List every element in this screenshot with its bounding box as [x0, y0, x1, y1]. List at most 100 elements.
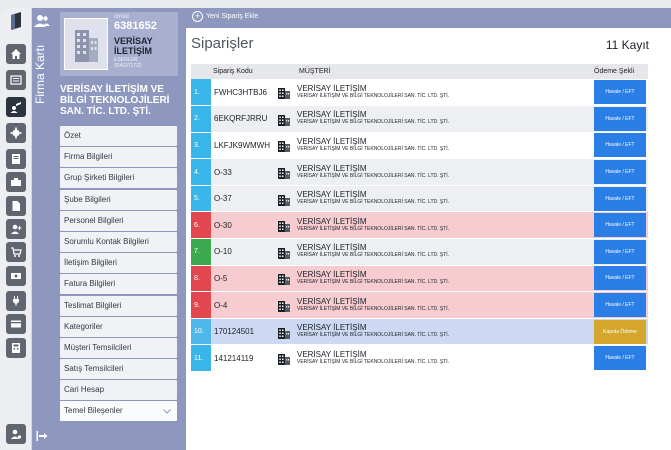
- menu-item-sorumlu-kontak[interactable]: Sorumlu Kontak Bilgileri: [60, 231, 177, 252]
- customer-cell[interactable]: VERİSAY İLETİŞİM VERİSAY İLETİŞİM VE BİLG…: [297, 79, 592, 107]
- vertical-title-strip: Firma Kartı: [32, 8, 52, 450]
- order-code[interactable]: O-10: [211, 238, 275, 266]
- contacts-icon[interactable]: [6, 97, 26, 117]
- customer-icon-cell: [275, 291, 297, 319]
- menu-item-teslimat[interactable]: Teslimat Bilgileri: [60, 295, 177, 316]
- cart-icon[interactable]: [6, 242, 26, 262]
- row-index: 8.: [191, 265, 211, 293]
- table-row[interactable]: 9. O-4 VERİSAY İLETİŞİM VERİSAY İLETİŞİM VE…: [191, 291, 648, 319]
- table-row[interactable]: 4. O-33 VERİSAY İLETİŞİM VERİSAY İLETİŞİM V…: [191, 158, 648, 186]
- menu-item-cari-hesap[interactable]: Cari Hesap: [60, 380, 177, 401]
- cash-icon[interactable]: [6, 266, 26, 286]
- customer-cell[interactable]: VERİSAY İLETİŞİM VERİSAY İLETİŞİM VE BİLG…: [297, 265, 592, 293]
- customer-cell[interactable]: VERİSAY İLETİŞİM VERİSAY İLETİŞİM VE BİLG…: [297, 344, 592, 373]
- order-code[interactable]: O-33: [211, 158, 275, 186]
- table-row[interactable]: 3. LKFJK9WMWH VERİSAY İLETİŞİM VERİSAY İLET…: [191, 132, 648, 160]
- table-row[interactable]: 11. 141214119 VERİSAY İLETİŞİM VERİSAY İLET…: [191, 344, 648, 373]
- payment-method-badge[interactable]: Havale / EFT: [594, 293, 646, 318]
- logout-icon[interactable]: [36, 430, 48, 442]
- payment-method-badge[interactable]: Havale / EFT: [594, 133, 646, 158]
- order-code[interactable]: O-4: [211, 291, 275, 319]
- table-row[interactable]: 2. 6EKQRFJRRU VERİSAY İLETİŞİM VERİSAY İLET…: [191, 105, 648, 133]
- menu-item-satis-temsilcileri[interactable]: Satış Temsilcileri: [60, 359, 177, 380]
- company-short-name-1: VERİSAY: [114, 36, 153, 46]
- payment-cell: Havale / EFT: [592, 238, 648, 266]
- company-id-label: crmid: [114, 14, 129, 20]
- gear-icon[interactable]: [6, 123, 26, 143]
- order-code[interactable]: O-5: [211, 265, 275, 293]
- table-row[interactable]: 8. O-5 VERİSAY İLETİŞİM VERİSAY İLETİŞİM VE…: [191, 265, 648, 293]
- company-menu: Özet Firma Bilgileri Grup Şirketi Bilgil…: [60, 126, 177, 423]
- menu-item-musteri-temsilcileri[interactable]: Müşteri Temsilcileri: [60, 337, 177, 358]
- menu-item-grup-sirketi[interactable]: Grup Şirketi Bilgileri: [60, 168, 177, 189]
- customer-full-name: VERİSAY İLETİŞİM VE BİLGİ TEKNOLOJİLERİ …: [297, 119, 450, 126]
- table-row[interactable]: 7. O-10 VERİSAY İLETİŞİM VERİSAY İLETİŞİM V…: [191, 238, 648, 266]
- customer-cell[interactable]: VERİSAY İLETİŞİM VERİSAY İLETİŞİM VE BİLG…: [297, 105, 592, 133]
- customer-cell[interactable]: VERİSAY İLETİŞİM VERİSAY İLETİŞİM VE BİLG…: [297, 132, 592, 160]
- customer-full-name: VERİSAY İLETİŞİM VE BİLGİ TEKNOLOJİLERİ …: [297, 199, 450, 206]
- new-order-button[interactable]: + Yeni Sipariş Ekle: [192, 11, 258, 22]
- file-icon[interactable]: [6, 196, 26, 216]
- order-code[interactable]: LKFJK9WMWH: [211, 132, 275, 160]
- payment-method-badge[interactable]: Havale / EFT: [594, 106, 646, 131]
- order-code[interactable]: O-30: [211, 211, 275, 240]
- payment-cell: Havale / EFT: [592, 79, 648, 107]
- order-code[interactable]: 141214119: [211, 344, 275, 373]
- table-row[interactable]: 6. O-30 VERİSAY İLETİŞİM VERİSAY İLETİŞİM V…: [191, 211, 648, 240]
- menu-item-ozet[interactable]: Özet: [60, 126, 177, 146]
- menu-item-temel-bilesenler-label: Temel Bileşenler: [64, 406, 123, 416]
- briefcase-icon[interactable]: [6, 172, 26, 192]
- customer-cell[interactable]: VERİSAY İLETİŞİM VERİSAY İLETİŞİM VE BİLG…: [297, 291, 592, 319]
- payment-cell: Havale / EFT: [592, 158, 648, 186]
- payment-method-badge[interactable]: Havale / EFT: [594, 213, 646, 238]
- customer-name: VERİSAY İLETİŞİM: [297, 243, 367, 253]
- payment-method-badge[interactable]: Havale / EFT: [594, 266, 646, 291]
- payment-method-badge[interactable]: Havale / EFT: [594, 346, 646, 371]
- document-icon[interactable]: [6, 149, 26, 169]
- customer-name: VERİSAY İLETİŞİM: [297, 323, 367, 333]
- menu-item-temel-bilesenler[interactable]: Temel Bileşenler: [60, 401, 177, 422]
- building-icon: [278, 141, 290, 153]
- order-code[interactable]: 6EKQRFJRRU: [211, 105, 275, 133]
- menu-item-sube[interactable]: Şube Bilgileri: [60, 189, 177, 210]
- payment-method-badge[interactable]: Kapıda Ödeme: [594, 319, 646, 344]
- customer-cell[interactable]: VERİSAY İLETİŞİM VERİSAY İLETİŞİM VE BİLG…: [297, 211, 592, 240]
- plug-icon[interactable]: [6, 291, 26, 311]
- company-id: 6381652: [114, 20, 157, 32]
- menu-item-kategoriler[interactable]: Kategoriler: [60, 316, 177, 337]
- user-settings-icon[interactable]: [6, 424, 26, 444]
- user-add-icon[interactable]: [6, 219, 26, 239]
- row-index: 9.: [191, 291, 211, 319]
- menu-item-personel[interactable]: Personel Bilgileri: [60, 210, 177, 231]
- payment-method-badge[interactable]: Havale / EFT: [594, 239, 646, 264]
- payment-method-badge[interactable]: Havale / EFT: [594, 160, 646, 185]
- card-icon[interactable]: [6, 314, 26, 334]
- customer-cell[interactable]: VERİSAY İLETİŞİM VERİSAY İLETİŞİM VE BİLG…: [297, 158, 592, 186]
- row-index: 5.: [191, 185, 211, 213]
- payment-method-badge[interactable]: Havale / EFT: [594, 186, 646, 211]
- table-row[interactable]: 5. O-37 VERİSAY İLETİŞİM VERİSAY İLETİŞİM V…: [191, 185, 648, 213]
- order-code[interactable]: O-37: [211, 185, 275, 213]
- menu-item-firma-bilgileri[interactable]: Firma Bilgileri: [60, 147, 177, 168]
- order-code[interactable]: 170124501: [211, 318, 275, 346]
- customer-cell[interactable]: VERİSAY İLETİŞİM VERİSAY İLETİŞİM VE BİLG…: [297, 238, 592, 266]
- menu-item-fatura[interactable]: Fatura Bilgileri: [60, 274, 177, 295]
- home-icon[interactable]: [6, 44, 26, 64]
- table-row[interactable]: 10. 170124501 VERİSAY İLETİŞİM VERİSAY İLET…: [191, 318, 648, 346]
- payment-method-badge[interactable]: Havale / EFT: [594, 80, 646, 105]
- menu-item-iletisim[interactable]: İletişim Bilgileri: [60, 253, 177, 274]
- customer-cell[interactable]: VERİSAY İLETİŞİM VERİSAY İLETİŞİM VE BİLG…: [297, 318, 592, 346]
- company-sidebar: crmid 6381652 VERİSAY İLETİŞİM ESENLER 9…: [52, 8, 186, 450]
- customer-full-name: VERİSAY İLETİŞİM VE BİLGİ TEKNOLOJİLERİ …: [297, 305, 450, 312]
- list-icon[interactable]: [6, 70, 26, 90]
- chevron-down-icon: [163, 409, 171, 414]
- customer-cell[interactable]: VERİSAY İLETİŞİM VERİSAY İLETİŞİM VE BİLG…: [297, 185, 592, 213]
- payment-cell: Havale / EFT: [592, 265, 648, 293]
- header-icon: [275, 64, 297, 79]
- order-code[interactable]: FWHC3HTBJ6: [211, 79, 275, 107]
- table-row[interactable]: 1. FWHC3HTBJ6 VERİSAY İLETİŞİM VERİSAY İLET…: [191, 79, 648, 107]
- calculator-icon[interactable]: [6, 338, 26, 358]
- customer-full-name: VERİSAY İLETİŞİM VE BİLGİ TEKNOLOJİLERİ …: [297, 332, 450, 339]
- building-icon: [278, 247, 290, 259]
- payment-cell: Havale / EFT: [592, 291, 648, 319]
